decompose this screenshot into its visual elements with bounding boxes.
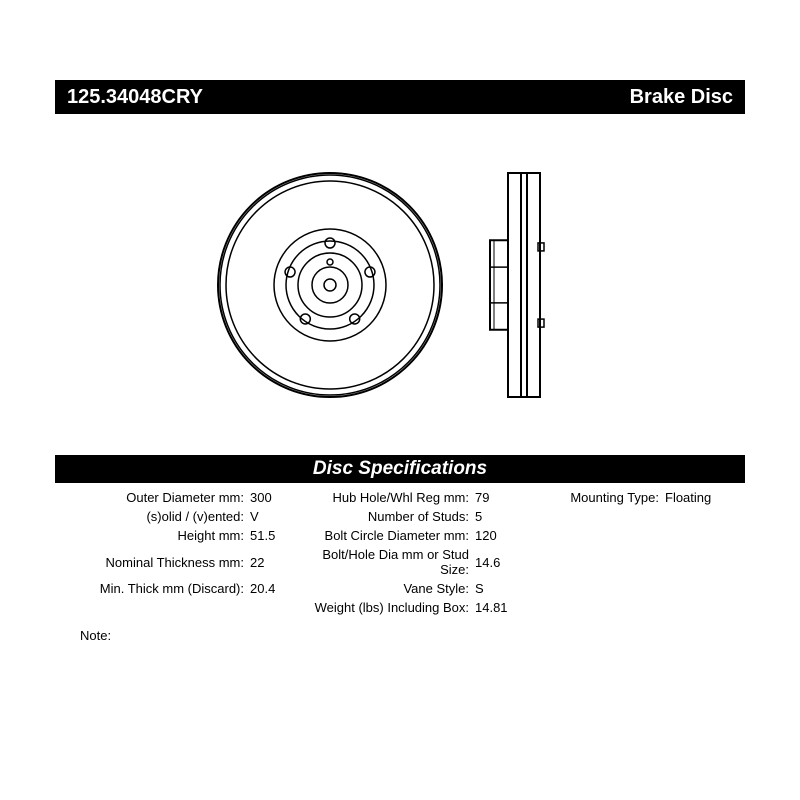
spec-value: 300 (250, 490, 300, 505)
spec-label: Nominal Thickness mm: (60, 555, 250, 570)
spec-label: Min. Thick mm (Discard): (60, 581, 250, 596)
spec-label: Weight (lbs) Including Box: (300, 600, 475, 615)
part-number: 125.34048CRY (67, 86, 203, 109)
spec-value: 14.81 (475, 600, 535, 615)
spec-value: 51.5 (250, 528, 300, 543)
spec-value: S (475, 581, 535, 596)
spec-value: 20.4 (250, 581, 300, 596)
diagram-area (55, 130, 745, 440)
product-type: Brake Disc (630, 86, 733, 109)
spec-grid: Outer Diameter mm:300Hub Hole/Whl Reg mm… (60, 490, 745, 615)
spec-label: Outer Diameter mm: (60, 490, 250, 505)
header-bar: 125.34048CRY Brake Disc (55, 80, 745, 114)
spec-value: 79 (475, 490, 535, 505)
section-title: Disc Specifications (313, 458, 487, 480)
note-label: Note: (80, 628, 111, 643)
spec-value: 14.6 (475, 555, 535, 570)
spec-value: V (250, 509, 300, 524)
spec-value: 5 (475, 509, 535, 524)
spec-label: (s)olid / (v)ented: (60, 509, 250, 524)
spec-label: Bolt/Hole Dia mm or Stud Size: (300, 547, 475, 577)
spec-label: Height mm: (60, 528, 250, 543)
spec-label: Mounting Type: (535, 490, 665, 505)
note-row: Note: (80, 628, 111, 643)
spec-label: Number of Studs: (300, 509, 475, 524)
disc-diagram (190, 155, 610, 415)
section-bar: Disc Specifications (55, 455, 745, 483)
spec-label: Bolt Circle Diameter mm: (300, 528, 475, 543)
spec-label: Vane Style: (300, 581, 475, 596)
spec-value: 22 (250, 555, 300, 570)
spec-label: Hub Hole/Whl Reg mm: (300, 490, 475, 505)
spec-value: Floating (665, 490, 725, 505)
spec-value: 120 (475, 528, 535, 543)
